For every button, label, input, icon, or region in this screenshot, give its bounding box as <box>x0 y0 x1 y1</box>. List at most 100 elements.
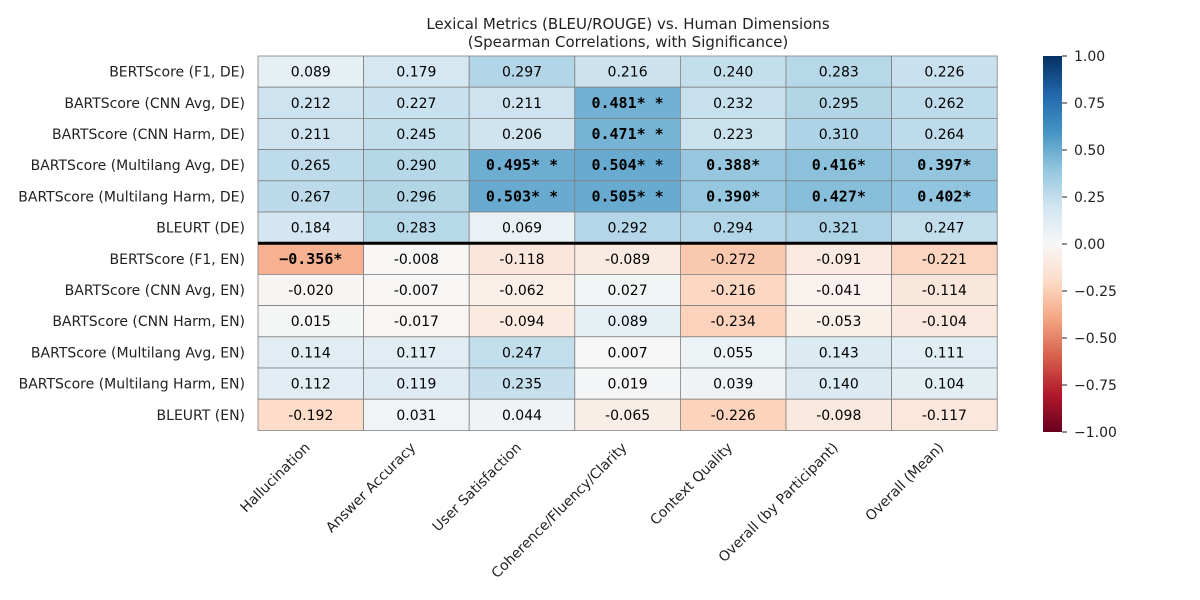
cell-label: -0.089 <box>605 252 650 268</box>
colorbar-tick-label: −0.25 <box>1074 284 1117 300</box>
heatmap-cell <box>680 55 787 88</box>
cell-label: 0.069 <box>502 221 542 237</box>
cell-label: -0.041 <box>816 283 861 299</box>
cell-label: 0.027 <box>608 283 648 299</box>
cell-label: -0.008 <box>394 252 439 268</box>
cell-label: 0.226 <box>924 65 964 81</box>
cell-label: 0.206 <box>502 127 542 143</box>
heatmap-cell <box>257 273 364 306</box>
heatmap-cell <box>785 242 892 275</box>
heatmap-cell <box>363 367 470 400</box>
cell-label: 0.235 <box>502 377 542 393</box>
heatmap-cell <box>680 305 787 338</box>
cell-label: 0.321 <box>819 221 859 237</box>
heatmap-cell <box>363 242 470 275</box>
cell-label: 0.184 <box>291 221 331 237</box>
cell-label: 0.283 <box>819 65 859 81</box>
heatmap-cell <box>785 180 892 213</box>
column-label: Hallucination <box>238 440 314 516</box>
cell-label: 0.039 <box>713 377 753 393</box>
heatmap-cell <box>468 55 576 88</box>
cell-label: 0.388* <box>706 156 760 174</box>
cell-label: -0.104 <box>922 314 967 330</box>
cell-label: 0.211 <box>502 96 542 112</box>
cell-label: 0.089 <box>291 65 331 81</box>
heatmap-cell <box>785 336 892 369</box>
heatmap-cell <box>257 367 364 400</box>
cell-label: 0.503* * <box>486 187 558 205</box>
cell-label: 0.481* * <box>591 94 663 112</box>
cell-label: 0.111 <box>924 345 964 361</box>
heatmap-cell <box>574 118 681 151</box>
cell-label: 0.283 <box>396 221 436 237</box>
cell-label: 0.247 <box>502 345 542 361</box>
row-label: BARTScore (CNN Harm, DE) <box>52 127 245 143</box>
cell-label: -0.272 <box>711 252 756 268</box>
cell-label: 0.504* * <box>591 156 663 174</box>
heatmap-cell <box>363 211 470 244</box>
column-label: User Satisfaction <box>430 440 525 535</box>
cell-label: 0.505* * <box>591 187 663 205</box>
heatmap-cell <box>468 180 576 213</box>
heatmap-cell <box>363 86 470 119</box>
cell-label: -0.007 <box>394 283 439 299</box>
row-label: BARTScore (CNN Avg, DE) <box>64 96 245 112</box>
cell-label: 0.211 <box>291 127 331 143</box>
cell-label: -0.117 <box>922 408 967 424</box>
heatmap-cell <box>891 367 998 400</box>
colorbar-tick-label: −0.50 <box>1074 331 1117 347</box>
heatmap-cell <box>257 242 364 275</box>
heatmap-cell <box>468 336 576 369</box>
cell-label: 0.143 <box>819 345 859 361</box>
cell-label: 0.216 <box>608 65 648 81</box>
heatmap-cell <box>468 149 576 182</box>
cell-label: 0.031 <box>396 408 436 424</box>
cell-label: 0.471* * <box>591 125 663 143</box>
cell-label: 0.290 <box>396 158 436 174</box>
heatmap-cell <box>891 336 998 369</box>
column-label: Context Quality <box>647 440 736 529</box>
row-label: BLEURT (EN) <box>157 408 245 424</box>
row-label: BARTScore (Multilang Avg, DE) <box>31 158 245 174</box>
cell-label: -0.062 <box>499 283 544 299</box>
heatmap-cell <box>680 398 787 431</box>
heatmap-cell <box>891 86 998 119</box>
cell-label: 0.140 <box>819 377 859 393</box>
cell-label: 0.262 <box>924 96 964 112</box>
row-label: BARTScore (CNN Harm, EN) <box>52 314 245 330</box>
heatmap-cell <box>680 273 787 306</box>
cell-label: 0.227 <box>396 96 436 112</box>
cell-label: 0.495* * <box>486 156 558 174</box>
cell-label: 0.416* <box>812 156 866 174</box>
colorbar-tick-label: 0.25 <box>1074 190 1105 206</box>
colorbar-tick-label: 0.50 <box>1074 143 1105 159</box>
cell-label: 0.044 <box>502 408 542 424</box>
row-label: BARTScore (CNN Avg, EN) <box>65 283 245 299</box>
cell-label: -0.221 <box>922 252 967 268</box>
heatmap-cell <box>574 305 681 338</box>
cell-label: 0.179 <box>396 65 436 81</box>
cell-label: 0.019 <box>608 377 648 393</box>
heatmap-cell <box>574 273 681 306</box>
heatmap-cell <box>257 55 364 88</box>
heatmap-cell <box>257 180 364 213</box>
heatmap-cell <box>891 118 998 151</box>
column-label: Answer Accuracy <box>323 440 419 536</box>
heatmap-cell <box>891 211 998 244</box>
colorbar-tick-label: 1.00 <box>1074 49 1105 65</box>
cell-label: 0.296 <box>396 189 436 205</box>
heatmap-cell <box>785 86 892 119</box>
cell-label: -0.114 <box>922 283 967 299</box>
cell-label: -0.226 <box>711 408 756 424</box>
heatmap-cell <box>574 367 681 400</box>
heatmap-cell <box>574 211 681 244</box>
colorbar <box>1043 56 1062 432</box>
row-label: BARTScore (Multilang Harm, EN) <box>19 377 245 393</box>
heatmap-cell <box>785 55 892 88</box>
heatmap-cell <box>363 398 470 431</box>
cell-label: -0.118 <box>499 252 544 268</box>
cell-label: 0.112 <box>291 377 331 393</box>
heatmap-cell <box>257 149 364 182</box>
cell-label: -0.216 <box>711 283 756 299</box>
